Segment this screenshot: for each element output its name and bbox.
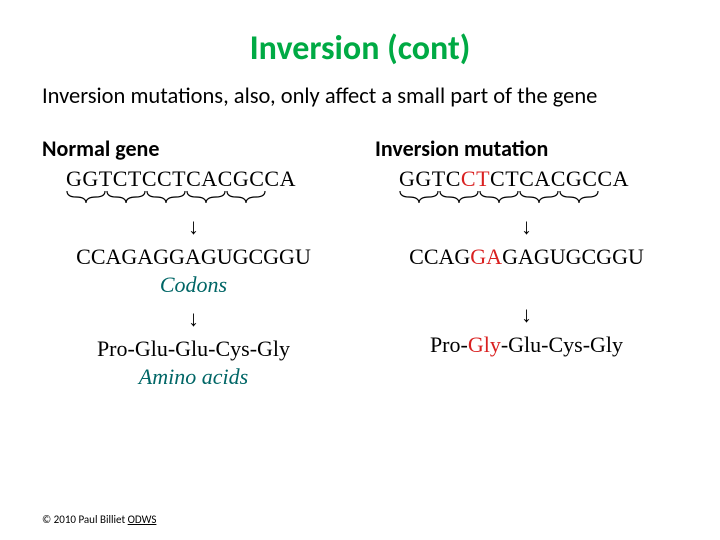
brace-icon bbox=[479, 190, 519, 204]
brace-icon bbox=[186, 190, 226, 204]
arrow-down: ↓ bbox=[42, 306, 345, 332]
normal-braces bbox=[66, 190, 345, 206]
brace-icon bbox=[66, 190, 106, 204]
brace-icon bbox=[226, 190, 266, 204]
arrow-down: ↓ bbox=[375, 214, 678, 240]
normal-rna: CCAGAGGAGUGCGGU bbox=[42, 244, 345, 270]
column-inversion: Inversion mutation GGTCCTCTCACGCCA ↓ CCA… bbox=[375, 135, 678, 392]
slide-subtitle: Inversion mutations, also, only affect a… bbox=[42, 83, 678, 111]
brace-icon bbox=[519, 190, 559, 204]
brace-icon bbox=[439, 190, 479, 204]
brace-icon bbox=[146, 190, 186, 204]
slide-title: Inversion (cont) bbox=[42, 28, 678, 69]
brace-icon bbox=[399, 190, 439, 204]
arrow-down: ↓ bbox=[42, 214, 345, 240]
content-columns: Normal gene GGTCTCCTCACGCCA ↓ CCAGAGGAGU… bbox=[42, 135, 678, 392]
normal-dna-wrap: GGTCTCCTCACGCCA bbox=[66, 166, 345, 206]
brace-icon bbox=[106, 190, 146, 204]
inversion-amino: Pro-Gly-Glu-Cys-Gly bbox=[375, 332, 678, 358]
inversion-braces bbox=[399, 190, 678, 206]
normal-amino: Pro-Glu-Glu-Cys-Gly bbox=[42, 336, 345, 362]
inversion-dna: GGTCCTCTCACGCCA bbox=[399, 166, 678, 192]
column-normal: Normal gene GGTCTCCTCACGCCA ↓ CCAGAGGAGU… bbox=[42, 135, 345, 392]
normal-dna: GGTCTCCTCACGCCA bbox=[66, 166, 345, 192]
brace-icon bbox=[559, 190, 599, 204]
inversion-header: Inversion mutation bbox=[375, 135, 678, 162]
inversion-rna: CCAGGAGAGUGCGGU bbox=[375, 244, 678, 270]
codons-label: Codons bbox=[42, 272, 345, 298]
normal-header: Normal gene bbox=[42, 135, 345, 162]
amino-label: Amino acids bbox=[42, 364, 345, 390]
copyright-text: © 2010 Paul Billiet bbox=[42, 513, 128, 526]
arrow-down: ↓ bbox=[375, 302, 678, 328]
footer: © 2010 Paul Billiet ODWS bbox=[42, 513, 156, 526]
inversion-dna-wrap: GGTCCTCTCACGCCA bbox=[399, 166, 678, 206]
odws-link[interactable]: ODWS bbox=[128, 513, 157, 526]
